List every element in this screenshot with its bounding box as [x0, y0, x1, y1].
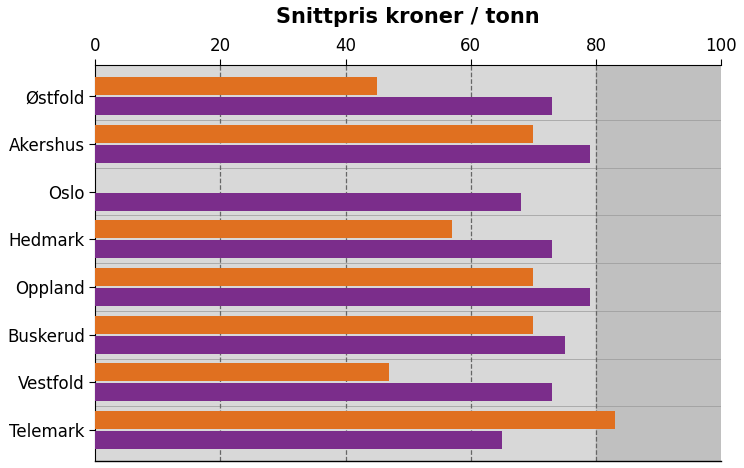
Bar: [95, 363, 389, 381]
Bar: [95, 145, 590, 163]
Bar: [95, 77, 377, 95]
Title: Snittpris kroner / tonn: Snittpris kroner / tonn: [277, 7, 540, 27]
Bar: [95, 192, 521, 211]
Bar: [95, 383, 552, 402]
Bar: [596, 65, 721, 461]
Bar: [95, 240, 552, 258]
Bar: [95, 125, 533, 143]
Bar: [95, 288, 590, 306]
Bar: [95, 220, 452, 238]
Bar: [95, 411, 615, 429]
Bar: [95, 431, 502, 449]
Bar: [95, 336, 565, 354]
Bar: [95, 97, 552, 115]
Bar: [95, 315, 533, 334]
Bar: [95, 268, 533, 286]
